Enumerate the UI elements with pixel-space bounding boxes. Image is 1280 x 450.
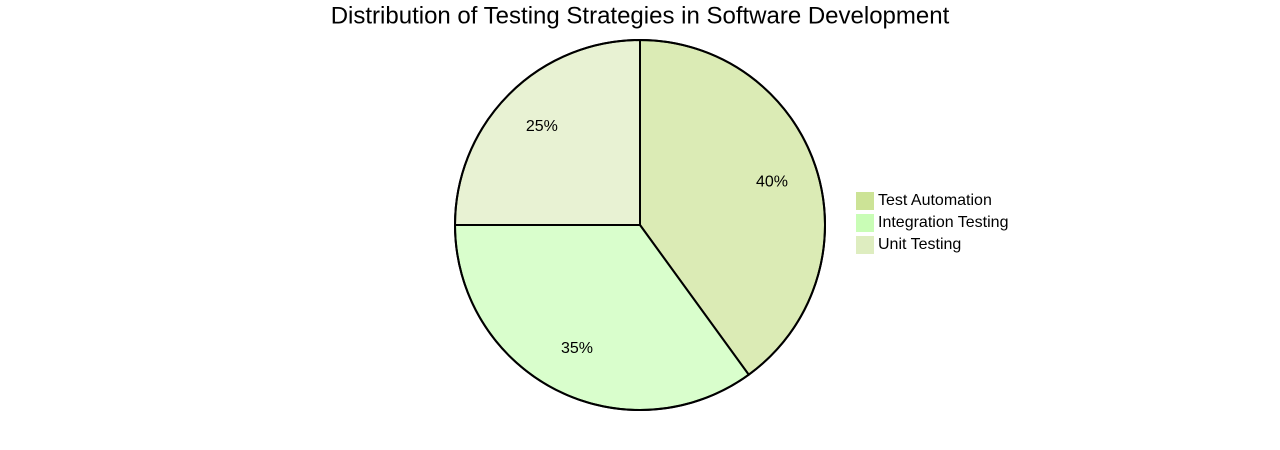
legend-swatch — [856, 236, 874, 254]
slice-label: 35% — [561, 340, 593, 357]
slice-label: 40% — [756, 173, 788, 190]
legend-label: Integration Testing — [878, 214, 1008, 231]
chart-title: Distribution of Testing Strategies in So… — [331, 2, 950, 29]
legend-swatch — [856, 214, 874, 232]
slice-label: 25% — [526, 118, 558, 135]
legend-swatch — [856, 192, 874, 210]
legend-label: Test Automation — [878, 192, 992, 209]
legend-label: Unit Testing — [878, 236, 961, 253]
pie-outline — [454, 39, 826, 411]
